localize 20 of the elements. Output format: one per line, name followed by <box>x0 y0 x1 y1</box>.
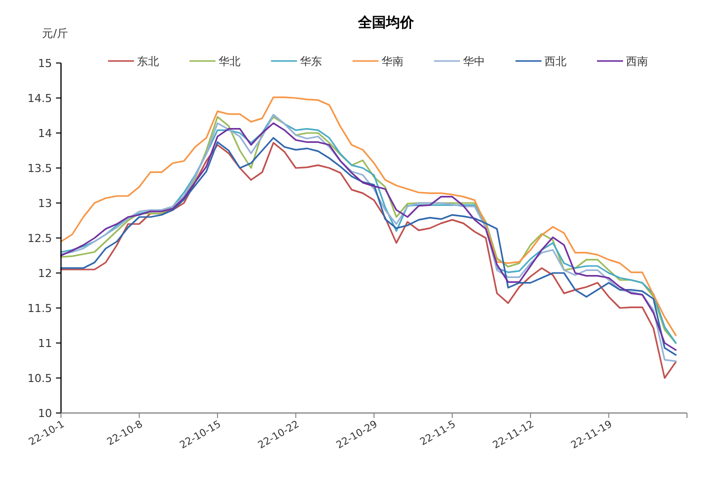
legend-label: 西南 <box>626 55 648 68</box>
y-tick-label: 11 <box>38 337 52 350</box>
legend-label: 东北 <box>137 55 159 68</box>
y-tick-label: 11.5 <box>28 302 52 315</box>
y-axis-title: 元/斤 <box>42 27 68 40</box>
y-tick-label: 10 <box>38 407 52 420</box>
chart-title: 全国均价 <box>357 15 415 31</box>
legend-label: 华北 <box>218 55 240 68</box>
y-tick-label: 15 <box>38 57 52 70</box>
legend-label: 华南 <box>382 55 404 68</box>
legend-label: 西北 <box>544 55 566 68</box>
legend-label: 华中 <box>463 55 485 68</box>
legend-label: 华东 <box>300 55 322 68</box>
y-tick-label: 13.5 <box>28 162 52 175</box>
y-tick-label: 12 <box>38 267 52 280</box>
y-tick-label: 13 <box>38 197 52 210</box>
y-tick-label: 12.5 <box>28 232 52 245</box>
y-tick-label: 14 <box>38 127 52 140</box>
y-tick-label: 10.5 <box>28 372 52 385</box>
y-tick-label: 14.5 <box>28 92 52 105</box>
